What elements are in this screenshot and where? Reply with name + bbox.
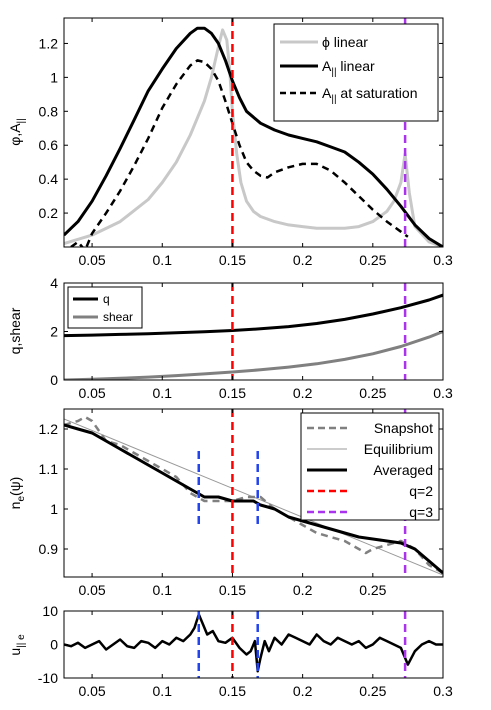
plot-area [64,293,443,380]
x-tick-label: 0.2 [293,252,313,268]
y-tick-label: 1 [50,69,58,85]
x-tick-label: 0.2 [293,683,313,699]
x-tick-label: 0.15 [219,582,246,598]
series-line-snapshot [64,415,443,575]
legend-label-phi-linear: ϕ linear [322,34,368,50]
y-tick-label: 0.8 [39,103,59,119]
x-tick-label: 0.05 [78,683,105,699]
x-tick-label: 0.15 [219,385,246,401]
legend-label-q-2: q=2 [409,483,433,499]
axes-frame [63,408,444,578]
legend-label-q: q [103,292,110,306]
ylabel-parallel-velocity: u|| e [7,634,27,656]
series-line-linear [64,28,443,247]
y-tick-label: 2 [50,324,58,340]
panel-phi-apar: 0.05 0.1 0.15 0.2 0.25 0.3 0.2 0.4 0.6 0.8 1 1.2 [39,17,453,268]
x-tick-label: 0.15 [219,252,246,268]
y-tick-label: 10 [42,603,58,619]
x-tick-label: 0.15 [219,683,246,699]
legend-label-q-3: q=3 [409,504,433,520]
x-tick-label: 0.05 [78,582,105,598]
y-tick-label: 1 [50,501,58,517]
y-tick-label: 0.6 [39,137,59,153]
legend-label-apar-linear: A|| linear [322,58,375,78]
y-tick-label: 0.9 [39,541,59,557]
y-tick-label: 0.4 [39,171,59,187]
x-tick-label: 0.1 [153,252,173,268]
ylabel-density: ne(ψ) [7,477,27,510]
legend-label-shear: shear [103,310,133,324]
x-tick-label: 0.05 [78,252,105,268]
legend-q-shear: q shear [67,286,143,329]
x-tick-label: 0.3 [433,683,453,699]
series-line-q [64,293,443,338]
x-tick-label: 0.2 [293,385,313,401]
series-line-a-linear [64,26,443,247]
axes-frame [63,17,444,248]
panel-q-shear: 0.05 0.1 0.15 0.2 0.25 0.3 0 2 4 [50,275,453,401]
x-tick-label: 0.25 [359,683,386,699]
series-line-series-0 [64,613,443,673]
panel-parallel-velocity: 0.05 0.1 0.15 0.2 0.25 0.3 -10 0 10 [38,603,453,699]
x-tick-label: 0.1 [153,683,173,699]
x-tick-label: 0.05 [78,385,105,401]
ylabel-phi-apar: φ,A|| [7,118,27,146]
y-tick-label: 4 [50,275,58,291]
y-tick-label: 0.2 [39,205,59,221]
y-tick-label: 0 [50,637,58,653]
y-tick-label: -10 [38,670,58,686]
x-tick-label: 0.3 [433,252,453,268]
x-tick-label: 0.25 [359,385,386,401]
legend-label-snapshot: Snapshot [374,420,433,436]
legend-label-averaged: Averaged [373,462,433,478]
y-tick-label: 1.1 [39,461,59,477]
ylabel-q-shear: q,shear [7,307,23,354]
series-line-shear [64,330,443,380]
series-line-averaged [64,423,443,575]
legend-phi-apar: ϕ linear A|| linear A|| at saturation [273,23,439,122]
y-tick-label: 1.2 [39,421,59,437]
plot-area [64,613,443,673]
x-tick-label: 0.1 [153,385,173,401]
legend-label-apar-saturation: A|| at saturation [322,85,417,105]
legend-label-equilibrium: Equilibrium [364,441,433,457]
legend-density: Snapshot Equilibrium Averaged q=2 q=3 [300,412,440,521]
x-tick-label: 0.1 [153,582,173,598]
x-tick-label: 0.25 [359,252,386,268]
plot-area [64,415,443,576]
x-tick-label: 0.2 [293,582,313,598]
y-tick-label: 0 [50,372,58,388]
x-tick-label: 0.3 [433,385,453,401]
y-tick-label: 1.2 [39,35,59,51]
x-tick-label: 0.25 [359,582,386,598]
